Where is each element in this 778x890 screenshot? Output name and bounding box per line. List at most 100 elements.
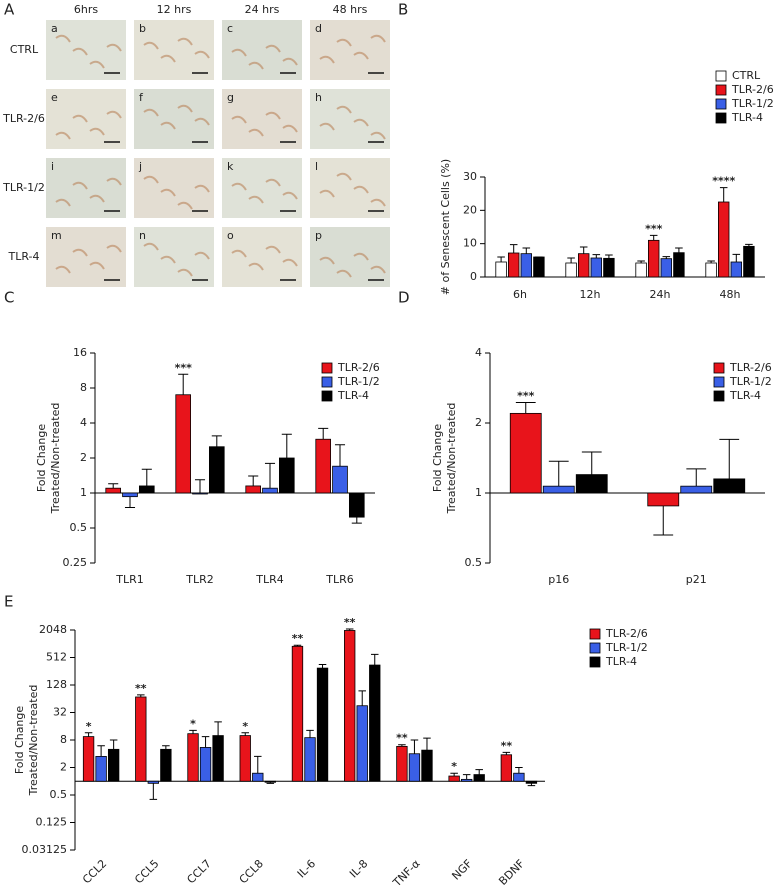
- error-bar: [254, 755, 262, 774]
- y-tick-label: 2048: [39, 623, 67, 636]
- cell-stain: [353, 185, 369, 194]
- cell-stain: [89, 261, 105, 270]
- error-bar: [109, 739, 118, 750]
- error-bar: [266, 782, 275, 784]
- y-tick-label: 0.25: [63, 556, 88, 569]
- error-bar: [719, 438, 740, 479]
- micrograph: [46, 20, 126, 80]
- cell-stain: [370, 131, 386, 140]
- x-tick-label: 6h: [513, 288, 527, 301]
- cell-stain: [143, 175, 159, 184]
- cell-letter: d: [315, 22, 322, 35]
- error-bar: [124, 496, 136, 509]
- x-tick-label: IL-6: [295, 857, 318, 880]
- error-bar: [515, 402, 536, 414]
- cell-stain: [89, 60, 105, 69]
- x-tick-label: NGF: [449, 857, 475, 883]
- cell-stain: [370, 265, 386, 274]
- error-bar: [410, 739, 419, 754]
- bar: [105, 487, 122, 494]
- cell-stain: [336, 105, 352, 114]
- bar: [291, 645, 304, 782]
- error-bar: [108, 483, 119, 489]
- error-bar: [527, 783, 536, 787]
- bar: [212, 735, 224, 782]
- significance: *: [190, 717, 196, 730]
- micrograph: [222, 227, 302, 287]
- cell-stain: [160, 54, 176, 63]
- error-bar: [649, 234, 658, 241]
- x-tick-label: 12h: [580, 288, 601, 301]
- legend-label: TLR-1/2: [605, 641, 648, 654]
- legend-swatch: [715, 98, 727, 110]
- cell-stain: [370, 34, 386, 43]
- bar: [718, 201, 730, 278]
- bar: [507, 252, 520, 278]
- legend-swatch: [713, 390, 725, 402]
- error-bar: [281, 433, 292, 458]
- panel-label: E: [4, 593, 13, 611]
- bar: [673, 252, 685, 278]
- panel-label: B: [398, 1, 408, 19]
- error-bar: [318, 663, 327, 669]
- error-bar: [149, 783, 158, 800]
- error-bar: [241, 732, 250, 736]
- cell-stain: [143, 108, 159, 117]
- error-bar: [548, 460, 569, 487]
- error-bar: [84, 732, 93, 737]
- error-bar: [334, 444, 346, 467]
- column-header: 24 hrs: [245, 3, 280, 16]
- bar: [565, 262, 577, 278]
- micrograph: [134, 20, 214, 80]
- significance: **: [292, 632, 304, 645]
- bar: [316, 667, 329, 782]
- legend-label: TLR-2/6: [337, 361, 380, 374]
- significance: **: [396, 732, 408, 745]
- legend-label: TLR-1/2: [731, 97, 774, 110]
- cell-stain: [231, 182, 247, 191]
- row-label: TLR-1/2: [2, 181, 45, 194]
- y-axis-label: Fold Change: [13, 706, 26, 775]
- x-tick-label: BDNF: [496, 857, 527, 888]
- y-tick-label: 2: [475, 416, 482, 429]
- cell-stain: [72, 114, 88, 123]
- column-header: 12 hrs: [157, 3, 192, 16]
- error-bar: [497, 256, 505, 262]
- cell-stain: [194, 184, 210, 193]
- cell-letter: o: [227, 229, 234, 242]
- y-tick-label: 0.125: [36, 816, 68, 829]
- x-tick-label: IL-8: [347, 857, 370, 880]
- y-tick-label: 0: [470, 270, 477, 283]
- cell-stain: [336, 172, 352, 181]
- cell-stain: [336, 38, 352, 47]
- error-bar: [462, 774, 471, 780]
- error-bar: [515, 767, 523, 774]
- error-bar: [509, 244, 518, 253]
- panel-label: D: [398, 289, 410, 307]
- legend-swatch: [715, 70, 727, 82]
- micrograph: [310, 227, 390, 287]
- y-tick-label: 8: [80, 381, 87, 394]
- error-bar: [248, 475, 259, 486]
- bar: [344, 630, 356, 782]
- cell-letter: i: [51, 160, 54, 173]
- cell-letter: g: [227, 91, 234, 104]
- cell-stain: [265, 111, 281, 120]
- error-bar: [423, 737, 431, 751]
- error-bar: [293, 644, 302, 647]
- error-bar: [605, 254, 613, 259]
- cell-stain: [177, 201, 193, 210]
- cell-letter: c: [227, 22, 233, 35]
- bar: [135, 696, 147, 782]
- bar: [713, 478, 746, 494]
- bar: [95, 755, 107, 782]
- cell-stain: [231, 115, 247, 124]
- significance: **: [135, 682, 147, 695]
- bar: [160, 748, 172, 782]
- legend-swatch: [713, 376, 725, 388]
- y-tick-label: 512: [46, 651, 67, 664]
- cell-stain: [336, 269, 352, 278]
- bar: [175, 394, 192, 494]
